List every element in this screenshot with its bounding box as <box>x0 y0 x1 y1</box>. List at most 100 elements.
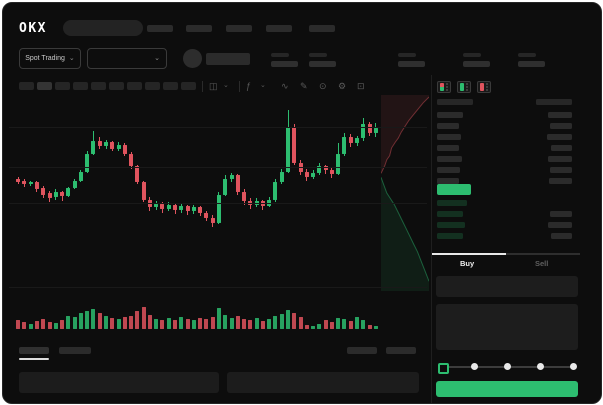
orderbook-view-bids-only-icon[interactable] <box>457 81 471 93</box>
candle <box>242 192 246 201</box>
ask-row-price[interactable] <box>437 167 460 173</box>
interval-button-2[interactable] <box>55 82 70 90</box>
settings-icon[interactable]: ⚙ <box>338 80 346 92</box>
candle <box>374 128 378 133</box>
ask-row-price[interactable] <box>437 134 461 140</box>
ask-row-size <box>551 145 572 151</box>
interval-button-0[interactable] <box>19 82 34 90</box>
volume-bar <box>273 316 277 329</box>
orderbook-view-asks-only-icon[interactable] <box>477 81 491 93</box>
ask-row-price[interactable] <box>437 123 459 129</box>
candle <box>179 206 183 210</box>
price-input[interactable] <box>436 276 578 297</box>
candle <box>29 182 33 185</box>
amount-input[interactable] <box>436 304 578 350</box>
draw-tool-icon[interactable]: ✎ <box>300 80 308 92</box>
ask-row-price[interactable] <box>437 145 459 151</box>
candle <box>91 141 95 154</box>
stat-label-2 <box>398 53 416 57</box>
volume-bar <box>79 313 83 329</box>
market-type-label: Spot Trading <box>25 55 65 62</box>
indicator-select[interactable]: ƒ <box>246 80 251 92</box>
volume-bar <box>317 324 321 329</box>
line-tool-icon[interactable]: ∿ <box>281 80 289 92</box>
candle <box>16 179 20 182</box>
volume-bar <box>355 317 359 329</box>
nav-item-4[interactable] <box>309 25 335 32</box>
ask-row-size <box>550 123 572 129</box>
volume-bar <box>35 321 39 329</box>
interval-button-9[interactable] <box>181 82 196 90</box>
bid-row-price[interactable] <box>437 200 467 206</box>
volume-bar <box>324 320 328 329</box>
slider-step-2[interactable] <box>504 363 511 370</box>
volume-bar <box>148 315 152 329</box>
nav-item-3[interactable] <box>266 25 292 32</box>
ask-row-price[interactable] <box>437 112 463 118</box>
camera-icon[interactable]: ⊙ <box>319 80 327 92</box>
interval-button-4[interactable] <box>91 82 106 90</box>
candle <box>173 205 177 210</box>
candle <box>154 204 158 208</box>
bottom-action-0[interactable] <box>347 347 377 354</box>
candle <box>110 142 114 148</box>
candle <box>286 127 290 172</box>
interval-button-3[interactable] <box>73 82 88 90</box>
stat-label-1 <box>309 53 327 57</box>
volume-bar <box>160 320 164 329</box>
search-input[interactable] <box>63 20 143 36</box>
slider-step-4[interactable] <box>570 363 577 370</box>
candle <box>22 181 26 185</box>
volume-bar <box>211 317 215 329</box>
volume-bar <box>217 308 221 329</box>
candle <box>192 207 196 211</box>
candle <box>60 192 64 196</box>
volume-bar <box>349 321 353 329</box>
volume-bar <box>22 322 26 329</box>
bid-row-price[interactable] <box>437 211 463 217</box>
depth-area <box>381 95 429 173</box>
nav-item-2[interactable] <box>226 25 252 32</box>
bid-row-price[interactable] <box>437 222 465 228</box>
bid-row-size <box>548 222 572 228</box>
slider-step-3[interactable] <box>537 363 544 370</box>
fullscreen-icon[interactable]: ⊡ <box>357 80 365 92</box>
candle <box>217 195 221 223</box>
stat-value-0 <box>271 61 298 67</box>
interval-button-5[interactable] <box>109 82 124 90</box>
bid-row-price[interactable] <box>437 233 463 239</box>
ask-row-price[interactable] <box>437 156 462 162</box>
bottom-panel-0 <box>19 372 219 393</box>
volume-bar <box>204 319 208 329</box>
bid-row-size <box>550 211 572 217</box>
volume-bar <box>104 316 108 329</box>
bottom-action-1[interactable] <box>386 347 416 354</box>
nav-item-1[interactable] <box>186 25 212 32</box>
interval-button-8[interactable] <box>163 82 178 90</box>
bottom-tab-history[interactable] <box>59 347 91 354</box>
interval-button-7[interactable] <box>145 82 160 90</box>
volume-bar <box>154 319 158 329</box>
tab-sell[interactable]: Sell <box>535 259 548 268</box>
buy-submit-button[interactable] <box>436 381 578 397</box>
volume-bar <box>167 318 171 329</box>
candle <box>211 218 215 223</box>
interval-button-6[interactable] <box>127 82 142 90</box>
volume-bar <box>66 316 70 329</box>
interval-button-1[interactable] <box>37 82 52 90</box>
candle <box>142 182 146 200</box>
candle <box>35 182 39 190</box>
orderbook-view-combined-icon[interactable] <box>437 81 451 93</box>
orderbook-header-price <box>437 99 473 105</box>
nav-item-0[interactable] <box>147 25 173 32</box>
pair-select[interactable]: ⌄ <box>87 48 167 69</box>
market-type-select[interactable]: Spot Trading ⌄ <box>19 48 81 69</box>
bottom-tab-orders[interactable] <box>19 347 49 354</box>
chart-type-select-chevron-icon: ⌄ <box>223 80 229 92</box>
slider-step-0[interactable] <box>438 363 449 374</box>
chevron-down-icon: ⌄ <box>154 55 160 62</box>
slider-step-1[interactable] <box>471 363 478 370</box>
chart-type-select[interactable]: ◫ <box>209 80 218 92</box>
volume-bar <box>29 324 33 329</box>
tab-buy[interactable]: Buy <box>460 259 474 268</box>
